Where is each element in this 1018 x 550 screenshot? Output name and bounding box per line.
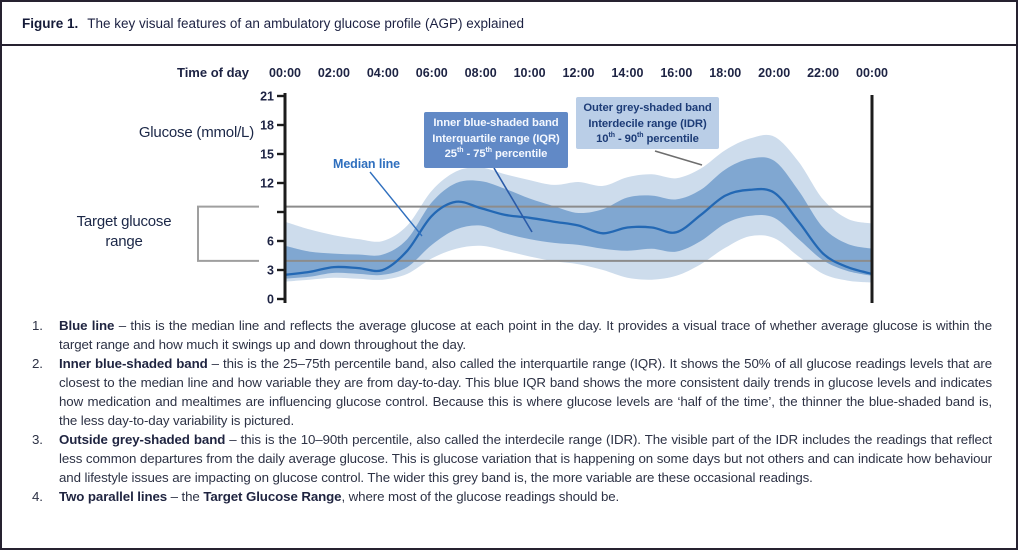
x-tick-label: 00:00 [856,66,888,80]
legend-item-number: 3. [32,432,43,447]
median-line [283,187,874,276]
x-tick-label: 08:00 [465,66,497,80]
figure-title: The key visual features of an ambulatory… [87,16,524,31]
y-tick-label: 15 [260,148,274,162]
legend-item-3: 3. Outside grey-shaded band – this is th… [32,430,992,487]
iqr-box-line1: Inner blue-shaded band [433,117,559,129]
legend-item-2: 2. Inner blue-shaded band – this is the … [32,354,992,430]
legend-item-4: 4. Two parallel lines – the Target Gluco… [32,487,992,506]
idr-box-line2: Interdecile range (IDR) [588,117,707,130]
legend-item-text: Blue line – this is the median line and … [59,318,993,352]
x-tick-label: 16:00 [660,66,692,80]
idr-box-leader-line [654,150,703,166]
agp-chart-region: 0 3 6 12 15 18 21 Time of day 00:00 02:00 04:00 06:… [2,46,1016,308]
figure-legend-list: 1. Blue line – this is the median line a… [2,308,1016,506]
x-axis-title: Time of day [177,65,250,80]
legend-item-number: 4. [32,489,43,504]
legend-item-number: 1. [32,318,43,333]
y-tick-label: 0 [267,293,274,307]
x-tick-label: 22:00 [807,66,839,80]
x-tick-label: 12:00 [563,66,595,80]
target-range-label-line2: range [105,233,143,250]
x-tick-label: 20:00 [758,66,790,80]
legend-item-number: 2. [32,356,43,371]
x-tick-label: 10:00 [514,66,546,80]
idr-box-line1: Outer grey-shaded band [583,102,712,114]
figure-header: Figure 1. The key visual features of an a… [2,2,1016,46]
y-tick-label: 12 [260,177,274,191]
median-line-label: Median line [333,157,400,171]
x-tick-label: 02:00 [318,66,350,80]
x-tick-label: 00:00 [269,66,301,80]
legend-item-text: Inner blue-shaded band – this is the 25–… [59,356,992,428]
idr-annotation-box: Outer grey-shaded band Interdecile range… [576,97,719,149]
x-tick-label: 04:00 [367,66,399,80]
iqr-box-line2: Interquartile range (IQR) [432,132,560,145]
y-tick-label: 18 [260,119,274,133]
y-axis-title: Glucose (mmol/L) [138,124,254,141]
target-range-label-line1: Target glucose [76,213,172,230]
iqr-box-leader-line [493,167,533,233]
y-tick-label: 21 [260,90,274,104]
target-range-bracket [197,205,259,262]
agp-chart: 0 3 6 12 15 18 21 Time of day 00:00 02:00 04:00 06:… [177,65,888,307]
figure-label: Figure 1. [22,16,79,31]
legend-item-1: 1. Blue line – this is the median line a… [32,316,992,354]
iqr-annotation-box: Inner blue-shaded band Interquartile ran… [424,112,568,168]
iqr-box-line3: 25th - 75th percentile [444,147,548,160]
median-label-leader-line [369,171,423,237]
idr-box-line3: 10th - 90th percentile [596,132,699,145]
target-range-label: Target glucose range [60,212,188,252]
x-tick-label: 14:00 [611,66,643,80]
legend-item-text: Two parallel lines – the Target Glucose … [59,489,620,504]
y-tick-label: 3 [267,264,274,278]
y-tick-label: 6 [267,235,274,249]
legend-item-text: Outside grey-shaded band – this is the 1… [59,432,992,485]
iqr-band-25-75-percentile [285,157,872,279]
x-tick-label: 18:00 [709,66,741,80]
x-tick-label: 06:00 [416,66,448,80]
